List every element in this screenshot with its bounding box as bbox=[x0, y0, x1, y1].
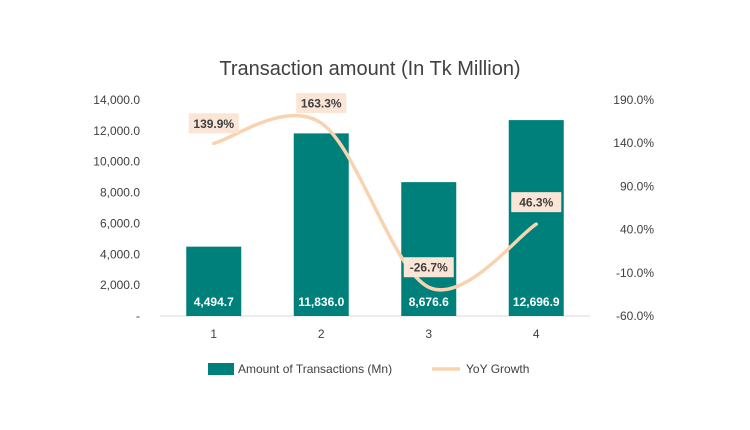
x-tick-label: 4 bbox=[533, 327, 540, 341]
left-tick-label: 14,000.0 bbox=[93, 93, 140, 107]
bar-data-label: 12,696.9 bbox=[513, 295, 560, 309]
line-data-label: 163.3% bbox=[301, 97, 342, 111]
legend-line-label: YoY Growth bbox=[466, 362, 529, 376]
right-tick-label: 90.0% bbox=[620, 179, 654, 193]
line-data-label: -26.7% bbox=[410, 261, 448, 275]
chart-title: Transaction amount (In Tk Million) bbox=[219, 58, 520, 80]
left-tick-label: 4,000.0 bbox=[100, 247, 140, 261]
line-data-label-box bbox=[188, 113, 239, 134]
x-axis: 1 2 3 4 bbox=[160, 315, 590, 341]
left-tick-label: 6,000.0 bbox=[100, 216, 140, 230]
line-series: 139.9% 163.3% -26.7% 46.3% bbox=[188, 93, 562, 292]
legend-bar-label: Amount of Transactions (Mn) bbox=[238, 362, 392, 376]
bar bbox=[293, 133, 349, 316]
left-tick-label: 2,000.0 bbox=[100, 278, 140, 292]
left-tick-label: 12,000.0 bbox=[93, 124, 140, 138]
x-tick-label: 2 bbox=[318, 327, 325, 341]
line-data-label: 46.3% bbox=[519, 196, 553, 210]
x-tick-label: 3 bbox=[425, 327, 432, 341]
right-axis: -60.0% -10.0% 40.0% 90.0% 140.0% 190.0% bbox=[613, 93, 654, 323]
right-tick-label: 140.0% bbox=[613, 136, 654, 150]
line-data-label-box bbox=[296, 93, 347, 114]
line-data-label: 139.9% bbox=[193, 117, 234, 131]
left-tick-label: - bbox=[136, 309, 140, 323]
bar-data-label: 11,836.0 bbox=[298, 295, 344, 309]
yoy-growth-line bbox=[212, 113, 538, 292]
right-tick-label: -10.0% bbox=[616, 266, 654, 280]
line-data-label-box bbox=[511, 192, 562, 213]
bar bbox=[186, 246, 242, 316]
left-tick-label: 8,000.0 bbox=[100, 186, 140, 200]
legend: Amount of Transactions (Mn) YoY Growth bbox=[208, 362, 529, 376]
bar bbox=[401, 182, 457, 316]
legend-bar-swatch bbox=[208, 363, 234, 375]
x-tick-label: 1 bbox=[210, 327, 217, 341]
line-data-label-box bbox=[403, 257, 454, 278]
right-tick-label: 40.0% bbox=[620, 223, 654, 237]
left-axis: - 2,000.0 4,000.0 6,000.0 8,000.0 10,000.0 12,… bbox=[93, 93, 140, 323]
right-tick-label: 190.0% bbox=[613, 93, 654, 107]
left-tick-label: 10,000.0 bbox=[93, 155, 140, 169]
bar-series: 4,494.7 11,836.0 8,676.6 12,696.9 bbox=[186, 120, 564, 316]
bar-data-label: 8,676.6 bbox=[409, 295, 449, 309]
bar-data-label: 4,494.7 bbox=[194, 295, 234, 309]
right-tick-label: -60.0% bbox=[616, 309, 654, 323]
bar bbox=[508, 120, 564, 316]
